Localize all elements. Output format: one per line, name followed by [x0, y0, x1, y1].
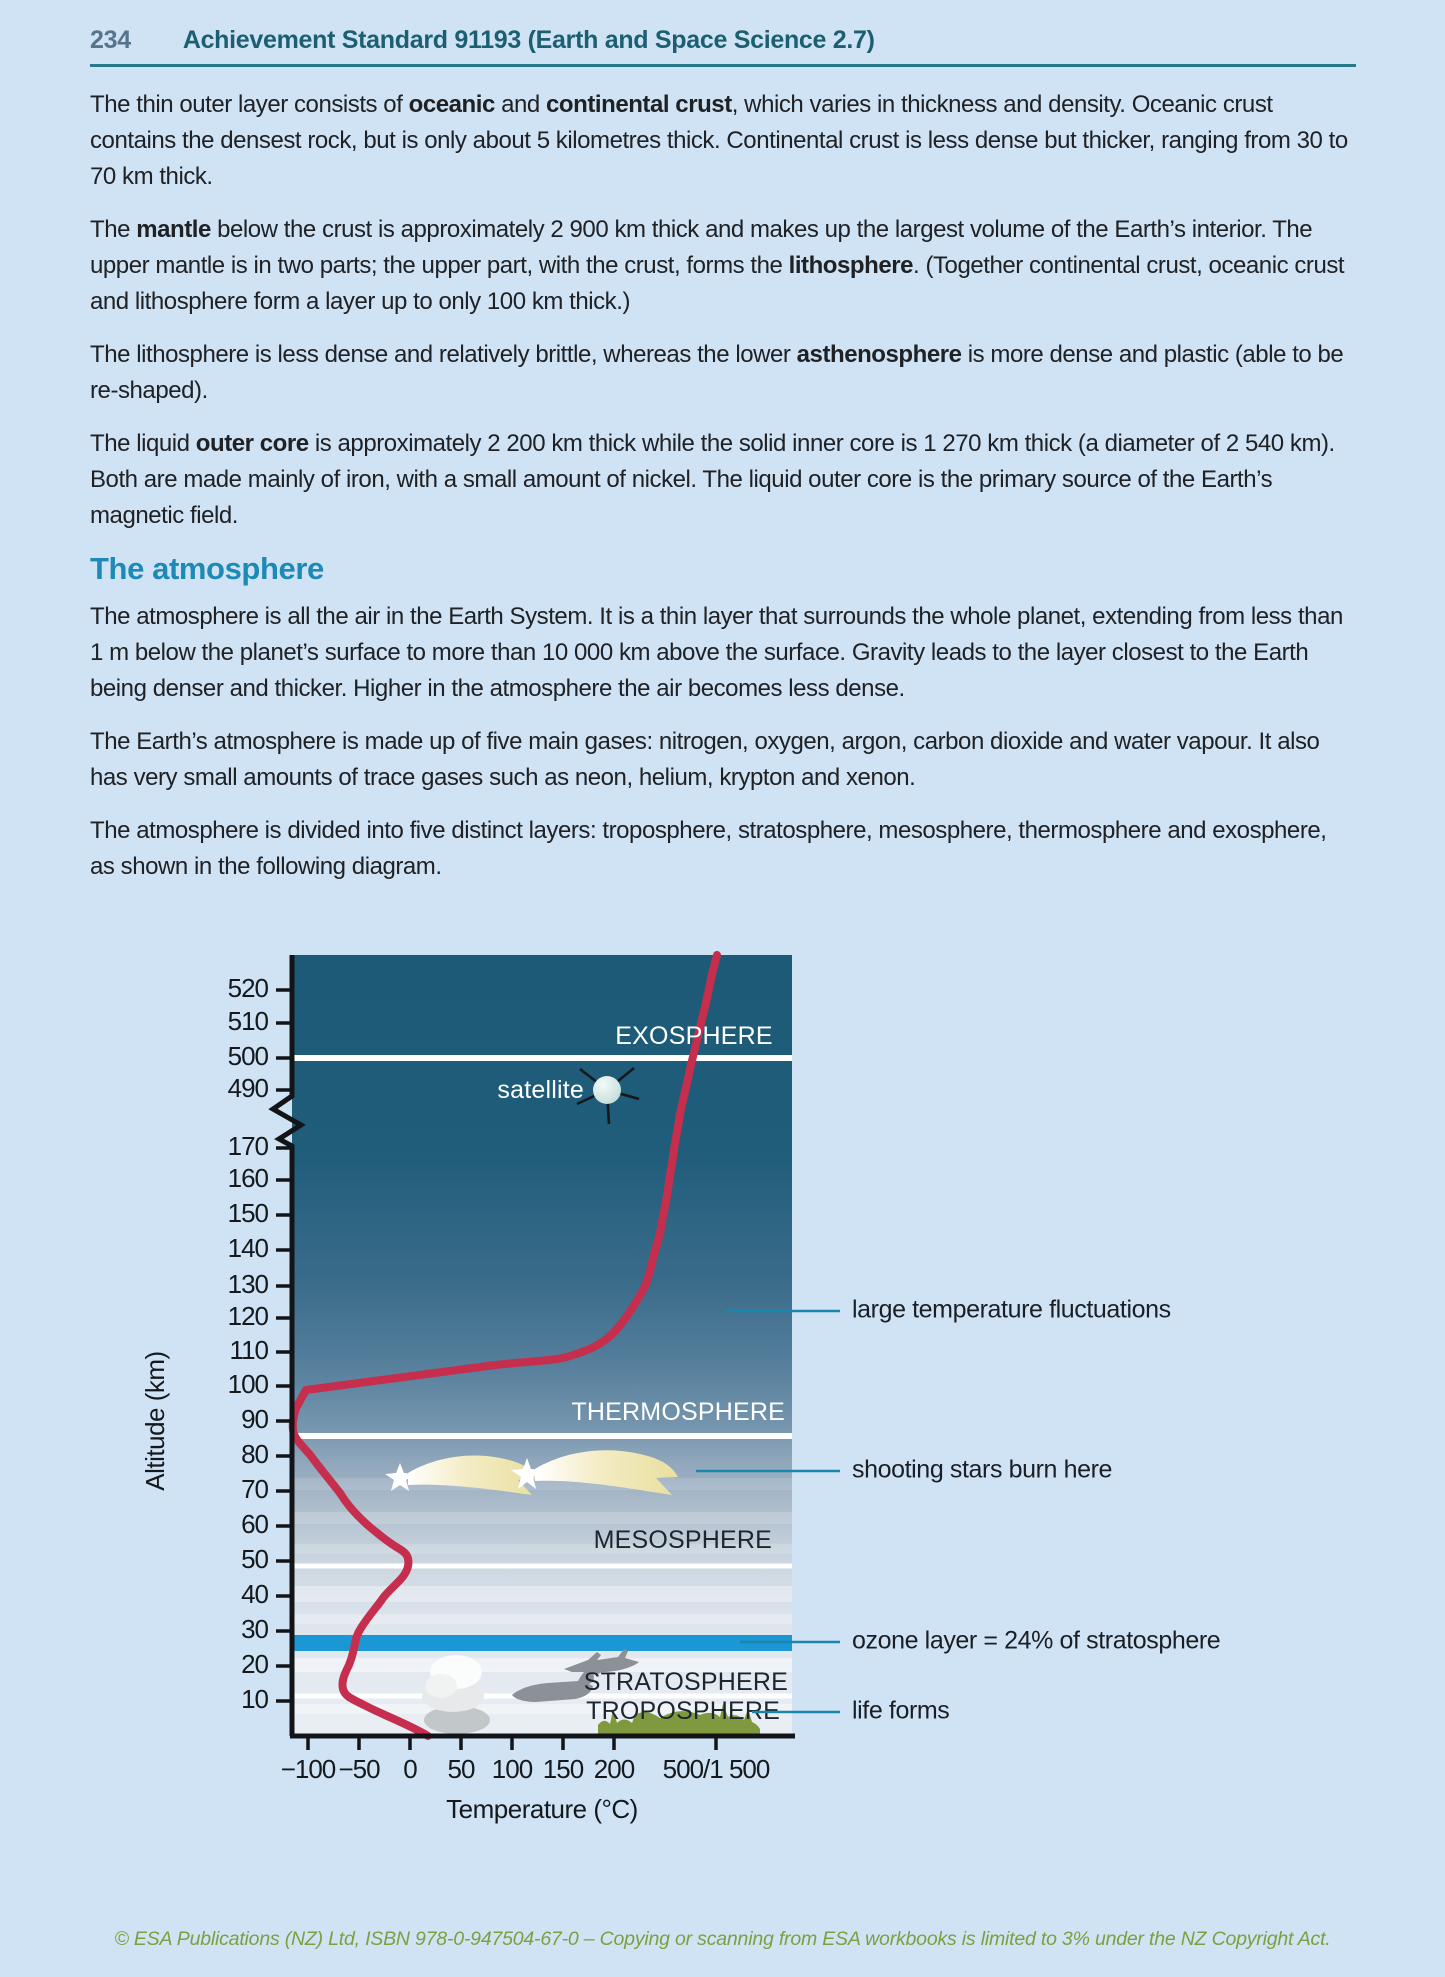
- svg-text:80: 80: [241, 1439, 268, 1469]
- temperature-curve: [288, 951, 721, 1740]
- y-axis-title: Altitude (km): [140, 1351, 170, 1490]
- x-axis-title: Temperature (°C): [446, 1794, 638, 1824]
- callout-lines: [696, 1309, 840, 1714]
- life-forms-hills: [598, 1704, 760, 1736]
- svg-text:490: 490: [228, 1073, 269, 1103]
- shooting-star-icon: [385, 1455, 538, 1495]
- paragraph-atmosphere-3: The atmosphere is divided into five dist…: [90, 817, 1327, 880]
- svg-text:150: 150: [543, 1754, 584, 1784]
- shooting-stars: [385, 1450, 678, 1495]
- paragraph-lithosphere: The lithosphere is less dense and relati…: [90, 341, 1344, 404]
- paragraph-atmosphere-1: The atmosphere is all the air in the Ear…: [90, 603, 1343, 702]
- y-axis-tick-labels: 520 510 500 490 170 160 150 140 130 120 …: [228, 973, 270, 1714]
- svg-text:500: 500: [228, 1041, 269, 1071]
- ozone-layer-band: [292, 1635, 792, 1651]
- atmosphere-diagram-svg: 520 510 500 490 170 160 150 140 130 120 …: [140, 951, 1221, 1824]
- shooting-star-icon: [511, 1450, 678, 1495]
- atmosphere-diagram: 520 510 500 490 170 160 150 140 130 120 …: [140, 946, 1230, 1846]
- satellite-label: satellite: [497, 1076, 584, 1104]
- svg-text:10: 10: [241, 1684, 268, 1714]
- annotation-shooting-stars: shooting stars burn here: [852, 1456, 1112, 1484]
- svg-text:200: 200: [594, 1754, 635, 1784]
- svg-text:−100: −100: [281, 1754, 336, 1784]
- page-content: 234 Achievement Standard 91193 (Earth an…: [90, 26, 1356, 902]
- thermosphere-label: THERMOSPHERE: [571, 1398, 785, 1426]
- strata-bands: [292, 1478, 792, 1714]
- svg-text:100: 100: [492, 1754, 533, 1784]
- svg-text:90: 90: [241, 1404, 268, 1434]
- stratosphere-label: STRATOSPHERE: [584, 1668, 788, 1696]
- svg-text:0: 0: [403, 1754, 417, 1784]
- svg-text:−50: −50: [338, 1754, 380, 1784]
- svg-text:50: 50: [448, 1754, 475, 1784]
- mesosphere-label: MESOSPHERE: [594, 1526, 772, 1554]
- page-title: Achievement Standard 91193 (Earth and Sp…: [182, 26, 875, 54]
- svg-text:110: 110: [230, 1335, 269, 1365]
- svg-text:70: 70: [241, 1474, 268, 1504]
- satellite-icon: [576, 1066, 640, 1125]
- annotation-life-forms: life forms: [852, 1697, 949, 1725]
- paragraph-atmosphere-2: The Earth’s atmosphere is made up of fiv…: [90, 728, 1320, 791]
- cloud-icon: [422, 1655, 490, 1734]
- svg-text:500/1 500: 500/1 500: [663, 1754, 770, 1784]
- y-axis-ticks: [276, 988, 292, 1703]
- copyright-footer: © ESA Publications (NZ) Ltd, ISBN 978-0-…: [114, 1928, 1331, 1950]
- svg-text:100: 100: [228, 1369, 269, 1399]
- paragraph-mantle: The mantle below the crust is approximat…: [90, 216, 1345, 315]
- paragraph-outer-core: The liquid outer core is approximately 2…: [90, 430, 1335, 529]
- fighter-jet-icon: [564, 1649, 639, 1674]
- svg-text:510: 510: [228, 1006, 269, 1036]
- paragraph-crust: The thin outer layer consists of oceanic…: [90, 91, 1348, 190]
- svg-text:170: 170: [228, 1131, 269, 1161]
- svg-text:130: 130: [228, 1269, 269, 1299]
- svg-text:140: 140: [228, 1233, 269, 1263]
- page-header: 234 Achievement Standard 91193 (Earth an…: [90, 26, 1356, 55]
- svg-text:50: 50: [241, 1544, 268, 1574]
- svg-text:60: 60: [241, 1509, 268, 1539]
- annotation-ozone: ozone layer = 24% of stratosphere: [852, 1627, 1220, 1655]
- svg-text:120: 120: [228, 1301, 269, 1331]
- svg-text:30: 30: [241, 1614, 268, 1644]
- svg-text:150: 150: [228, 1198, 269, 1228]
- troposphere-label: TROPOSPHERE: [586, 1697, 780, 1725]
- section-heading-atmosphere: The atmosphere: [90, 551, 324, 586]
- layer-boundary-lines: [292, 1055, 792, 1699]
- svg-text:160: 160: [228, 1163, 269, 1193]
- page-number: 234: [90, 26, 131, 54]
- y-axis-line: [268, 955, 306, 1736]
- airplane-icon: [512, 1664, 594, 1702]
- exosphere-label: EXOSPHERE: [615, 1022, 772, 1050]
- svg-text:520: 520: [228, 973, 269, 1003]
- svg-text:40: 40: [241, 1579, 268, 1609]
- x-axis-tick-labels: −100 −50 0 50 100 150 200 500/1 500: [281, 1754, 771, 1784]
- svg-text:20: 20: [241, 1649, 268, 1679]
- header-rule: [90, 64, 1356, 67]
- annotation-fluctuations: large temperature fluctuations: [852, 1296, 1171, 1324]
- x-axis-ticks: [306, 1736, 718, 1750]
